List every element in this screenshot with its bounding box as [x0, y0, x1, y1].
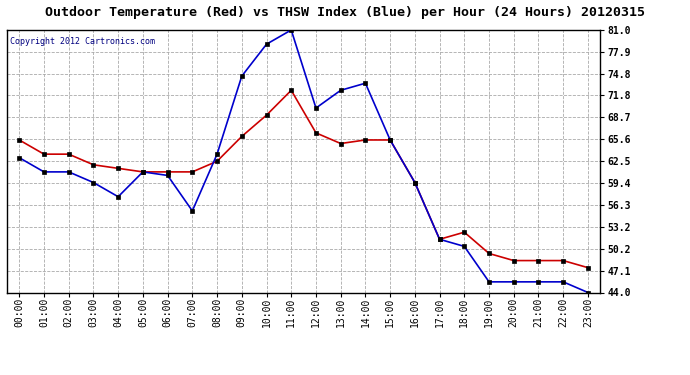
- Text: Outdoor Temperature (Red) vs THSW Index (Blue) per Hour (24 Hours) 20120315: Outdoor Temperature (Red) vs THSW Index …: [45, 6, 645, 19]
- Text: Copyright 2012 Cartronics.com: Copyright 2012 Cartronics.com: [10, 37, 155, 46]
